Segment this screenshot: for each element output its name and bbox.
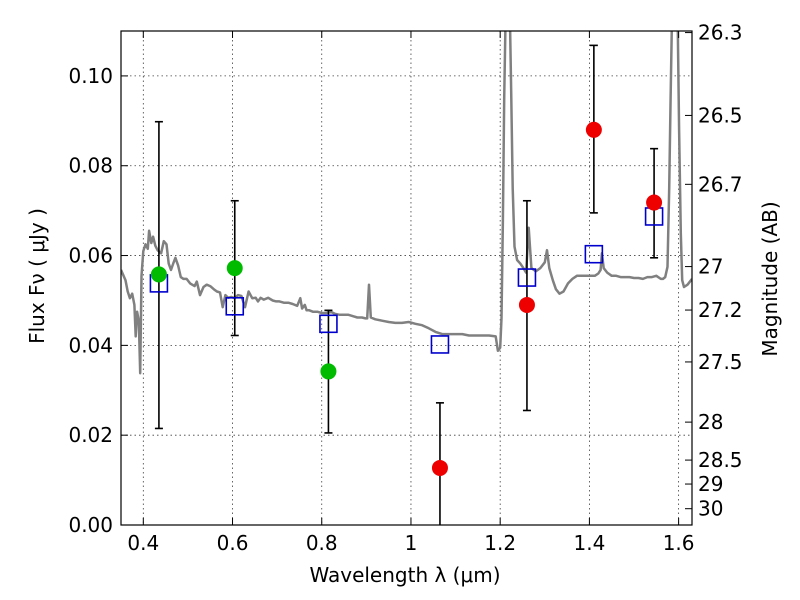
y-tick-label: 0.08	[68, 154, 113, 178]
right-tick-label: 26.7	[698, 172, 743, 196]
green-data-point	[320, 363, 337, 380]
model-square-marker	[584, 244, 604, 264]
x-tick-label: 1.6	[663, 531, 695, 555]
right-tick-label: 26.3	[698, 21, 743, 45]
model-square-marker	[319, 314, 338, 334]
plot-frame	[120, 30, 693, 526]
model-square-marker	[517, 268, 537, 287]
error-bars	[154, 44, 659, 525]
model-square-marker	[225, 296, 245, 316]
red-data-point	[646, 194, 663, 211]
x-tick-label: 0.6	[217, 531, 249, 555]
x-axis-label: Wavelength λ (μm)	[309, 563, 500, 587]
model-photometry	[149, 207, 664, 354]
red-data-point	[518, 296, 535, 313]
right-tick-label: 27.2	[698, 298, 743, 322]
red-data-point	[431, 459, 448, 476]
x-tick-label: 1.4	[573, 531, 605, 555]
right-tick-label: 27	[698, 255, 723, 279]
template-spectrum-line	[121, 31, 692, 375]
model-square-marker	[430, 335, 450, 354]
green-data-point	[150, 266, 167, 283]
observed-photometry	[150, 121, 663, 476]
y-axis-label: Flux Fν ( μJy )	[25, 208, 49, 344]
y-axis-right-label: Magnitude (AB)	[758, 201, 782, 356]
green-data-point	[226, 260, 243, 277]
y-tick-label: 0.06	[68, 244, 113, 268]
right-tick-label: 28.5	[698, 448, 743, 472]
grid-lines	[121, 31, 692, 526]
x-tick-label: 1	[405, 531, 418, 555]
x-tick-label: 1.2	[484, 531, 516, 555]
right-tick-label: 26.5	[698, 103, 743, 127]
axes	[120, 30, 693, 526]
y-tick-label: 0.04	[68, 333, 113, 357]
y-tick-label: 0.10	[68, 64, 113, 88]
x-tick-label: 0.8	[306, 531, 338, 555]
y-tick-label: 0.02	[68, 423, 113, 447]
x-tick-label: 0.4	[127, 531, 159, 555]
right-tick-label: 28	[698, 410, 723, 434]
y-tick-label: 0.00	[68, 513, 113, 537]
right-tick-label: 27.5	[698, 350, 743, 374]
template-spectrum	[121, 31, 692, 375]
right-tick-label: 30	[698, 497, 723, 521]
red-data-point	[585, 121, 602, 138]
right-tick-label: 29	[698, 472, 723, 496]
